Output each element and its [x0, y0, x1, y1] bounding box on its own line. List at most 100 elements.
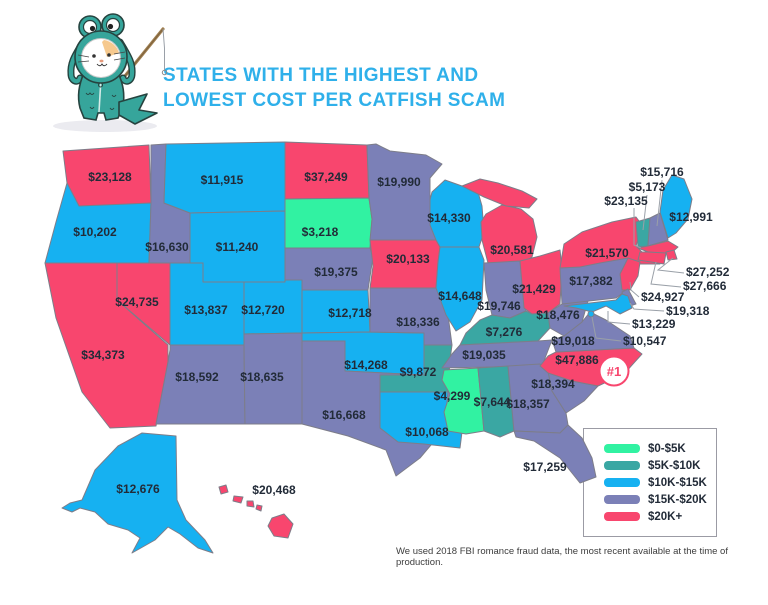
leader-DC: [591, 316, 622, 342]
state-value-ME: $12,991: [669, 210, 713, 224]
legend-item: $5K-$10K: [604, 459, 716, 472]
legend-label: $5K-$10K: [648, 459, 701, 472]
state-value-IA: $20,133: [386, 252, 430, 266]
state-AK: [61, 432, 214, 554]
legend-label: $10K-$15K: [648, 476, 707, 489]
legend-item: $20K+: [604, 510, 716, 523]
state-value-NH: $15,716: [640, 165, 684, 179]
state-value-CA: $34,373: [81, 348, 125, 362]
state-value-MD: $13,229: [632, 317, 676, 331]
state-value-NY: $21,570: [585, 246, 629, 260]
state-value-GA: $18,357: [506, 397, 550, 411]
state-value-WI: $14,330: [427, 211, 471, 225]
fishing-line-icon: [162, 28, 165, 70]
title-line-1: STATES WITH THE HIGHEST AND: [163, 65, 479, 86]
state-MI: [461, 178, 538, 264]
state-value-MA: $23,135: [604, 194, 648, 208]
state-value-PA: $17,382: [569, 274, 613, 288]
legend-label: $0-$5K: [648, 442, 686, 455]
state-value-AR: $9,872: [400, 365, 437, 379]
cat-face: [81, 38, 121, 78]
cat-fur-patch: [102, 40, 119, 57]
state-value-TX: $16,668: [322, 408, 366, 422]
badge-label: #1: [607, 364, 621, 379]
cat-whiskers: [77, 51, 126, 63]
state-NJ: [619, 257, 641, 291]
legend-label: $15K-$20K: [648, 493, 707, 506]
state-value-DC: $10,547: [623, 334, 667, 348]
state-value-WV: $18,476: [536, 308, 580, 322]
state-value-FL: $17,259: [523, 460, 567, 474]
state-value-DE: $19,318: [666, 304, 710, 318]
state-value-WY: $11,240: [216, 240, 259, 254]
state-value-IL: $14,648: [438, 289, 482, 303]
frog-pupil-right: [107, 23, 114, 30]
legend-item: $10K-$15K: [604, 476, 716, 489]
state-RI: [665, 249, 678, 261]
legend-swatch: [604, 495, 640, 504]
cat-nose: [99, 59, 104, 63]
state-CT: [637, 251, 667, 265]
state-value-HI: $20,468: [252, 483, 296, 497]
leader-NH: [656, 179, 663, 227]
state-value-SC: $18,394: [531, 377, 575, 391]
legend-item: $0-$5K: [604, 442, 716, 455]
state-FL: [513, 424, 597, 484]
state-value-ID: $16,630: [145, 240, 189, 254]
state-value-CT: $27,666: [683, 279, 727, 293]
source-note: We used 2018 FBI romance fraud data, the…: [396, 546, 728, 568]
state-value-OK: $14,268: [344, 358, 388, 372]
leader-DE: [629, 302, 665, 312]
state-value-AZ: $18,592: [175, 370, 219, 384]
legend: $0-$5K $5K-$10K $10K-$15K $15K-$20K $20K+: [583, 428, 717, 537]
leader-MD: [607, 311, 631, 325]
state-value-MT: $11,915: [201, 173, 244, 187]
legend-swatch: [604, 461, 640, 470]
fish-tail-icon: [118, 93, 158, 125]
leader-VT: [642, 194, 648, 231]
cat-eye-left: [92, 54, 96, 58]
state-value-ND: $37,249: [304, 170, 348, 184]
legend-label: $20K+: [648, 510, 683, 523]
state-value-KY: $7,276: [486, 325, 523, 339]
state-value-IN: $19,746: [477, 299, 521, 313]
legend-swatch: [604, 512, 640, 521]
state-NH: [647, 212, 669, 247]
state-value-NM: $18,635: [240, 370, 284, 384]
state-value-OR: $10,202: [73, 225, 117, 239]
state-value-OH: $21,429: [512, 282, 556, 296]
state-value-MI: $20,581: [490, 243, 534, 257]
leader-RI: [656, 257, 685, 274]
legend-item: $15K-$20K: [604, 493, 716, 506]
state-value-WA: $23,128: [88, 170, 132, 184]
state-value-labels: $23,128 $10,202 $34,373 $24,735 $16,630 $11,9…: [73, 165, 729, 497]
frog-pupil-left: [89, 25, 96, 32]
state-value-NV: $24,735: [115, 295, 159, 309]
scale-marks: [85, 92, 117, 110]
state-SD: [284, 197, 373, 249]
state-value-VA: $19,018: [551, 334, 595, 348]
state-NM: [243, 332, 303, 425]
leader-MA: [633, 208, 642, 249]
rank-1-badge: #1: [598, 355, 630, 387]
state-AL: [477, 365, 515, 438]
cat-mouth: [96, 63, 108, 67]
legend-swatch: [604, 444, 640, 453]
state-HI: [218, 484, 294, 539]
state-value-LA: $10,068: [405, 425, 449, 439]
state-MD: [563, 293, 633, 315]
state-value-NC: $47,886: [555, 353, 599, 367]
legend-rows: $0-$5K $5K-$10K $10K-$15K $15K-$20K $20K+: [604, 442, 716, 523]
leader-lines: [591, 179, 685, 342]
state-value-MN: $19,990: [377, 175, 421, 189]
badge-circle: [598, 355, 630, 387]
mascot-shadow: [53, 120, 157, 132]
cat-eye-right: [107, 53, 111, 57]
state-value-AK: $12,676: [116, 482, 160, 496]
state-value-SD: $3,218: [302, 225, 339, 239]
page-title: STATES WITH THE HIGHEST AND LOWEST COST …: [163, 63, 583, 113]
state-value-TN: $19,035: [462, 348, 506, 362]
state-value-MO: $18,336: [396, 315, 440, 329]
